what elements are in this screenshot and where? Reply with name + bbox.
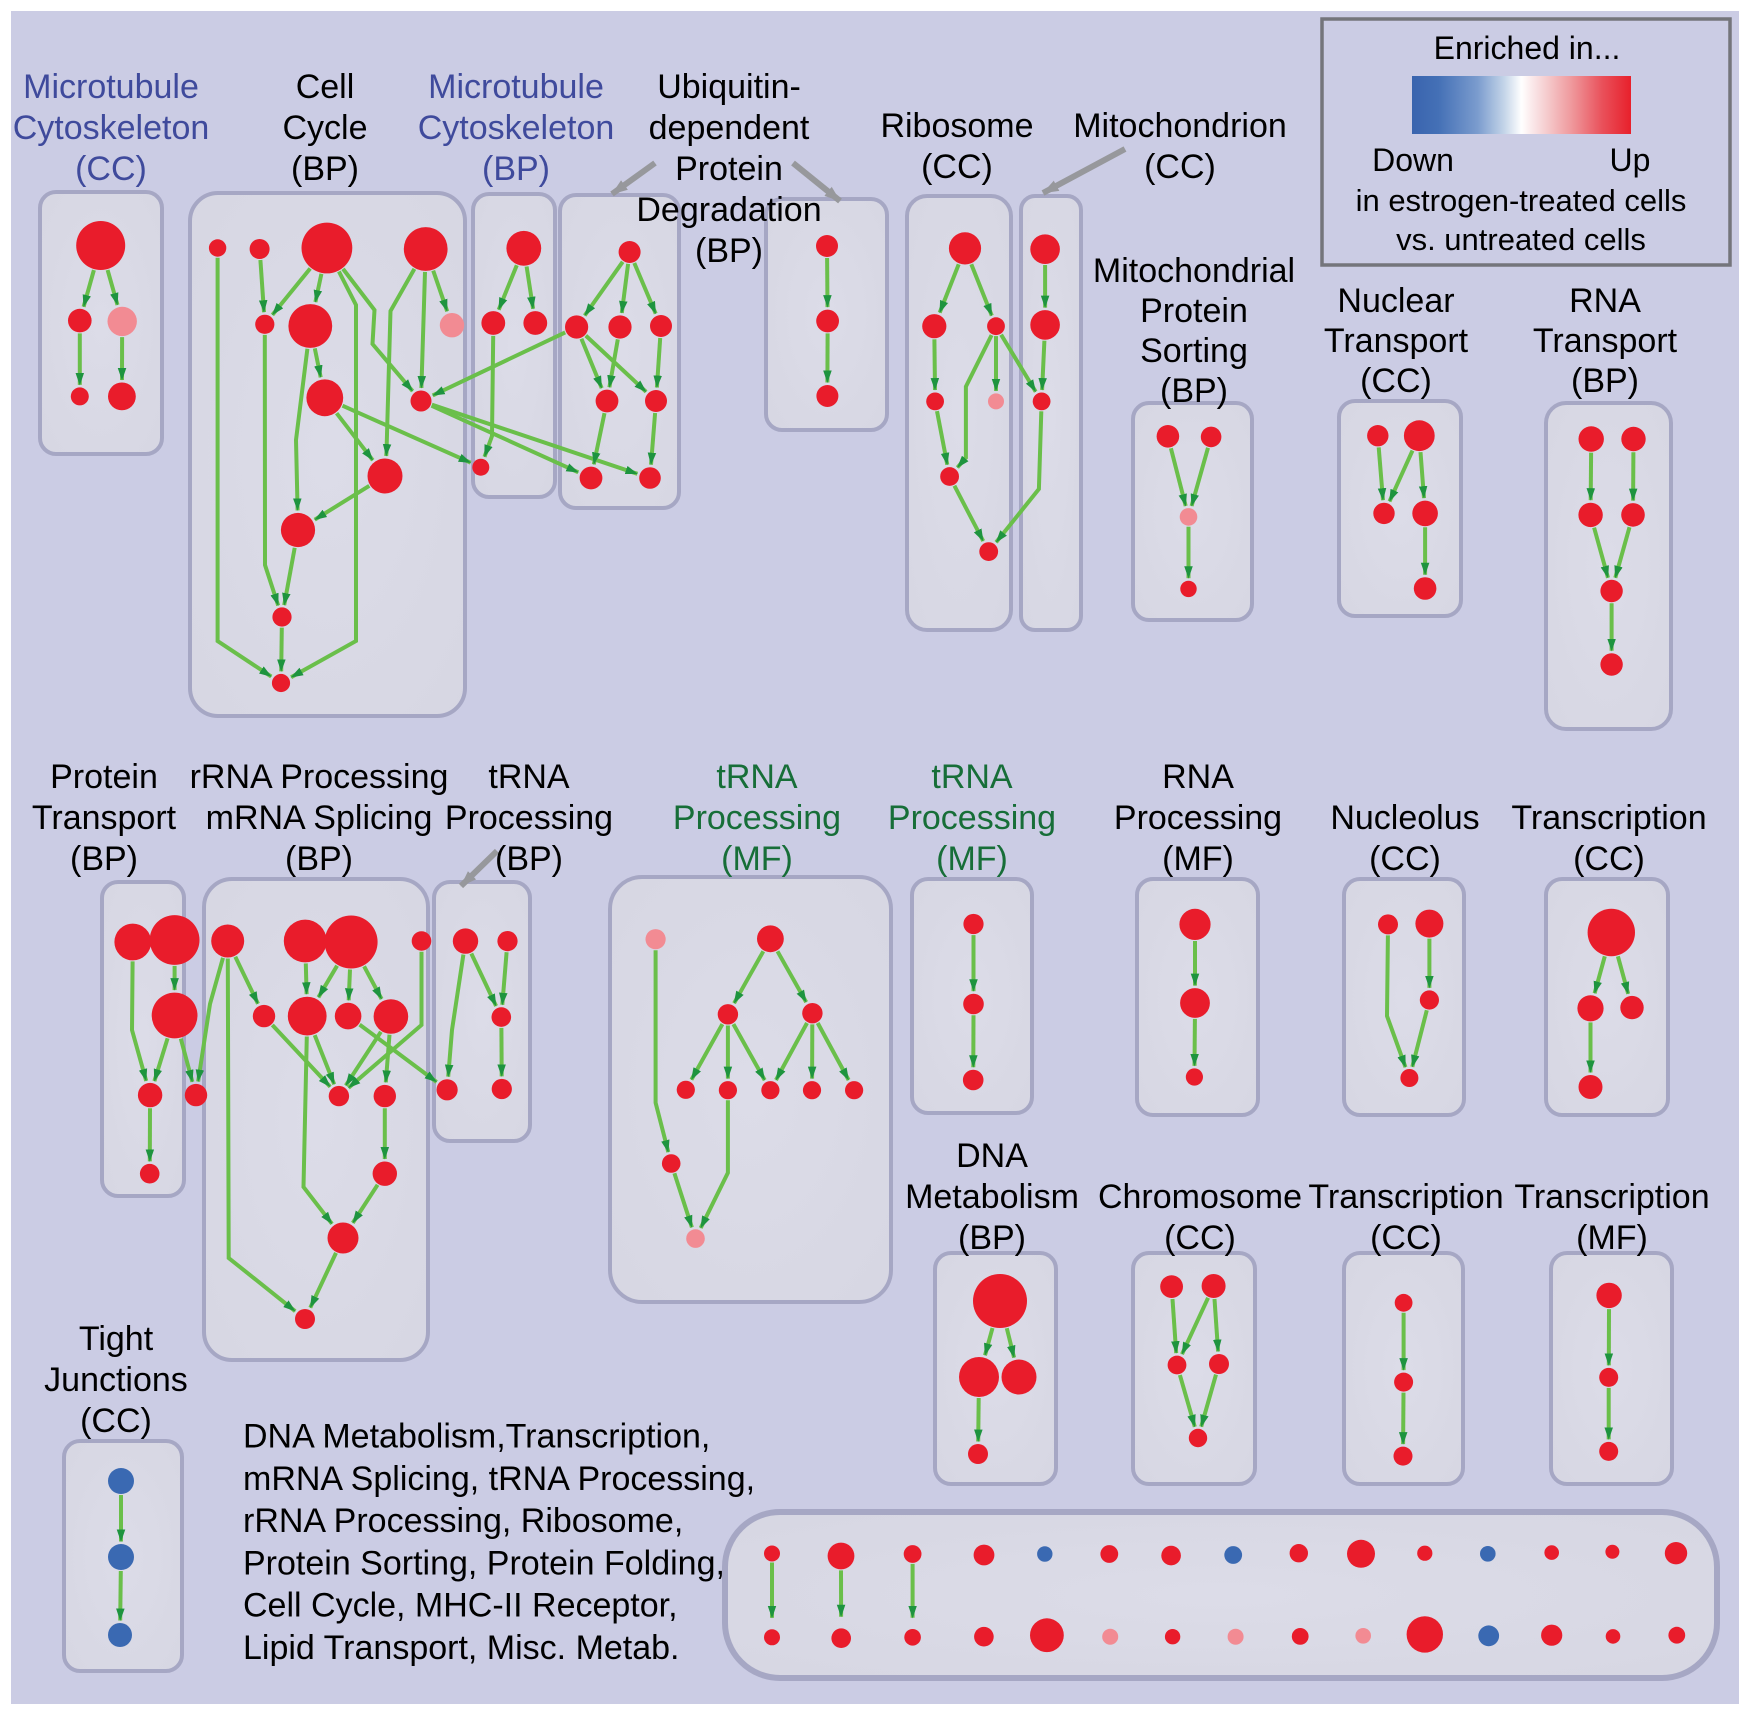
svg-text:Transcription(CC): Transcription (CC) <box>1308 1178 1503 1257</box>
svg-text:Enriched in...: Enriched in... <box>1434 30 1621 66</box>
svg-text:Transcription(CC): Transcription (CC) <box>1511 799 1706 878</box>
svg-text:Nucleolus(CC): Nucleolus (CC) <box>1330 799 1479 878</box>
svg-text:Mitochondrion(CC): Mitochondrion (CC) <box>1073 107 1287 186</box>
svg-text:Ribosome(CC): Ribosome (CC) <box>880 107 1033 186</box>
svg-text:Up: Up <box>1610 142 1651 178</box>
svg-text:in estrogen-treated cells: in estrogen-treated cells <box>1356 183 1687 218</box>
svg-text:Transcription(MF): Transcription (MF) <box>1514 1178 1709 1257</box>
svg-text:vs. untreated cells: vs. untreated cells <box>1396 222 1646 257</box>
svg-text:Chromosome(CC): Chromosome (CC) <box>1098 1178 1302 1257</box>
svg-text:DNA Metabolism,Transcription,m: DNA Metabolism,Transcription, mRNA Splici… <box>243 1418 755 1668</box>
svg-text:Down: Down <box>1372 142 1454 178</box>
